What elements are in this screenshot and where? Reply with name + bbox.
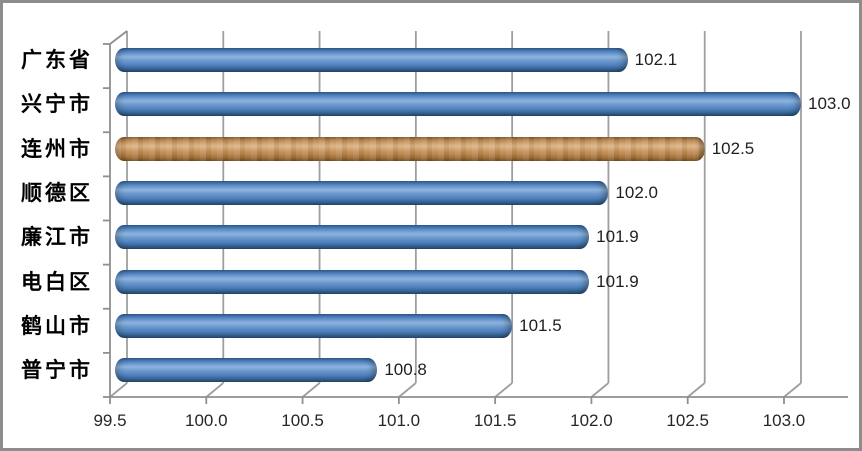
bar: [115, 269, 590, 294]
value-label: 103.0: [808, 94, 851, 114]
value-label: 101.9: [596, 271, 639, 291]
value-label: 102.5: [711, 138, 755, 158]
axis-top-depth-edge: [109, 30, 128, 45]
bar-highlighted: [115, 136, 705, 161]
value-label: 101.9: [596, 227, 639, 247]
category-label: 广东省: [21, 48, 93, 72]
bar: [115, 48, 628, 72]
category-label: 鹤山市: [21, 313, 93, 338]
category-label: 连州市: [21, 136, 93, 161]
axis-and-gridlines-layer: [103, 30, 848, 404]
gridline-floor-hook: [687, 382, 706, 398]
x-axis-tick-label: 100.0: [185, 411, 228, 430]
category-label: 顺德区: [21, 180, 93, 205]
bar: [115, 92, 801, 117]
gridline-floor-hook: [205, 382, 224, 398]
x-axis-tick-label: 99.5: [93, 411, 127, 430]
bar: [115, 180, 609, 205]
bar: [115, 225, 590, 250]
gridline-floor-hook: [301, 382, 321, 398]
category-label: 兴宁市: [21, 92, 93, 117]
value-label: 102.1: [634, 50, 678, 69]
x-axis-tick-label: 102.0: [570, 411, 613, 430]
x-axis-tick-label: 103.0: [762, 411, 806, 430]
category-label: 廉江市: [21, 225, 93, 250]
x-axis-tick-label: 102.5: [666, 411, 709, 430]
gridline-floor-hook: [783, 382, 802, 398]
category-label: 电白区: [21, 269, 93, 294]
x-axis-tick-label: 100.5: [281, 411, 324, 430]
x-axis-tick-label: 101.0: [377, 411, 421, 430]
x-axis-tick-label: 101.5: [473, 411, 517, 430]
value-label: 102.0: [615, 182, 658, 202]
value-label: 101.5: [519, 315, 562, 335]
gridline-floor-hook: [494, 382, 513, 398]
category-label: 普宁市: [21, 358, 93, 383]
gridline-floor-hook: [109, 382, 128, 398]
gridline-floor-hook: [590, 382, 610, 398]
bar: [115, 358, 378, 383]
value-label: 100.8: [384, 360, 427, 380]
gridline-floor-hook: [398, 382, 417, 398]
bar: [115, 313, 513, 338]
